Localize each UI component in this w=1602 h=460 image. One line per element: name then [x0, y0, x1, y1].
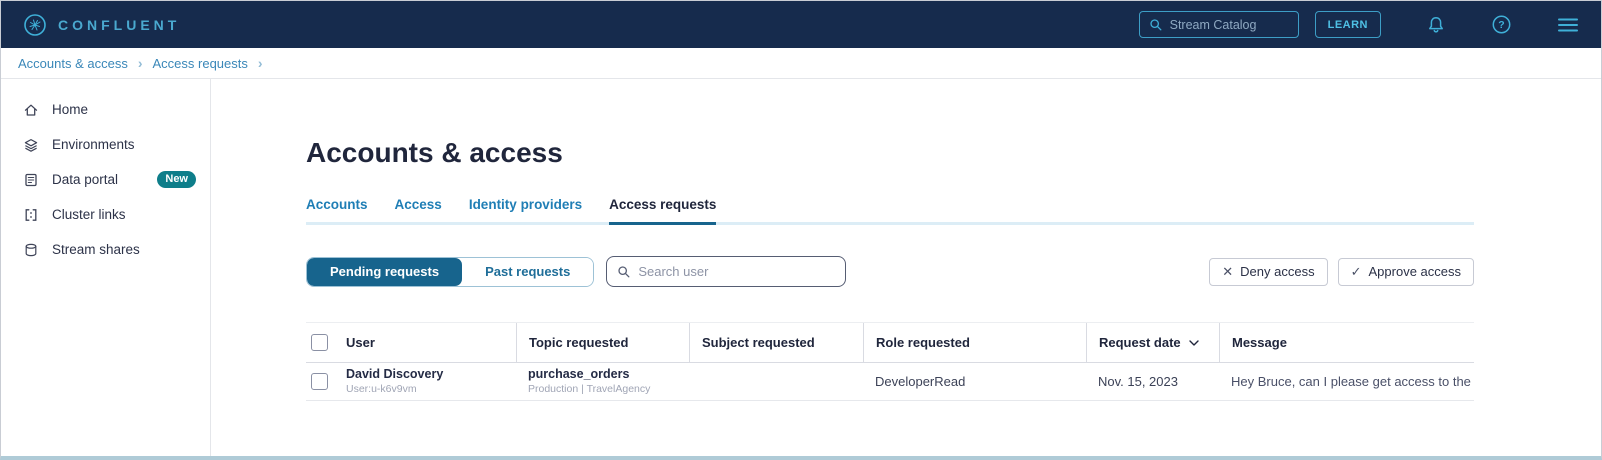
- deny-access-label: Deny access: [1240, 264, 1315, 279]
- sidebar-item-cluster-links[interactable]: Cluster links: [1, 197, 210, 232]
- past-requests-toggle[interactable]: Past requests: [462, 257, 594, 286]
- header-topic-requested: Topic requested: [516, 323, 689, 362]
- brand-name: CONFLUENT: [58, 16, 181, 33]
- breadcrumb-access-requests[interactable]: Access requests: [152, 55, 248, 71]
- sort-chevron-down-icon: [1188, 339, 1199, 346]
- cell-message: Hey Bruce, can I please get access to th…: [1231, 374, 1474, 389]
- chevron-right-icon: ›: [137, 55, 143, 71]
- check-icon: ✓: [1350, 263, 1362, 279]
- tab-accounts[interactable]: Accounts: [306, 197, 368, 212]
- approve-access-label: Approve access: [1368, 264, 1462, 279]
- deny-access-button[interactable]: ✕ Deny access: [1209, 257, 1328, 286]
- cell-role: DeveloperRead: [875, 374, 966, 389]
- top-navbar: CONFLUENT LEARN ?: [1, 1, 1601, 48]
- sidebar-item-environments[interactable]: Environments: [1, 127, 210, 162]
- search-icon: [618, 265, 630, 277]
- tab-bar: Accounts Access Identity providers Acces…: [306, 197, 1474, 225]
- requests-toggle: Pending requests Past requests: [306, 256, 595, 287]
- controls-row: Pending requests Past requests ✕ Deny ac: [306, 256, 1474, 287]
- sidebar-item-label: Data portal: [52, 172, 119, 187]
- breadcrumb: Accounts & access › Access requests ›: [1, 48, 1601, 79]
- cell-date: Nov. 15, 2023: [1098, 374, 1178, 389]
- search-icon: [1149, 18, 1162, 30]
- header-user: User: [306, 323, 516, 362]
- table-header: User Topic requested Subject requested R…: [306, 322, 1474, 363]
- new-badge: New: [157, 171, 196, 188]
- confluent-logo[interactable]: CONFLUENT: [23, 13, 180, 37]
- select-all-checkbox[interactable]: [311, 334, 328, 351]
- stream-catalog-input[interactable]: [1169, 17, 1285, 32]
- page-title: Accounts & access: [306, 137, 563, 168]
- tab-access-requests[interactable]: Access requests: [609, 197, 717, 225]
- sidebar-item-label: Environments: [52, 137, 135, 152]
- topic-name: purchase_orders: [528, 367, 630, 382]
- sidebar: Home Environments: [1, 79, 211, 456]
- cluster-links-icon: [25, 208, 37, 221]
- sidebar-item-data-portal[interactable]: Data portal New: [1, 162, 210, 197]
- user-search-box[interactable]: [606, 256, 847, 287]
- svg-text:?: ?: [1498, 19, 1504, 31]
- sidebar-item-label: Home: [52, 102, 89, 117]
- header-role-requested: Role requested: [863, 323, 1086, 362]
- stream-catalog-search[interactable]: [1138, 11, 1299, 38]
- sidebar-item-label: Cluster links: [52, 207, 126, 222]
- environments-layers-icon: [24, 138, 38, 152]
- sidebar-item-home[interactable]: Home: [1, 92, 210, 127]
- chevron-right-icon: ›: [257, 55, 263, 71]
- user-name: David Discovery: [346, 367, 444, 382]
- data-portal-document-icon: [25, 173, 37, 186]
- access-requests-table: User Topic requested Subject requested R…: [306, 322, 1474, 401]
- main-content: Accounts & access Accounts Access Identi…: [211, 79, 1601, 456]
- help-icon[interactable]: ?: [1491, 14, 1512, 35]
- topic-environment: Production | TravelAgency: [528, 382, 651, 395]
- notifications-bell-icon[interactable]: [1426, 15, 1446, 35]
- breadcrumb-accounts-access[interactable]: Accounts & access: [18, 55, 128, 71]
- user-search-input[interactable]: [638, 264, 829, 279]
- row-checkbox[interactable]: [311, 373, 328, 390]
- tab-access[interactable]: Access: [394, 197, 442, 212]
- pending-requests-toggle[interactable]: Pending requests: [307, 257, 463, 286]
- learn-button[interactable]: LEARN: [1314, 11, 1381, 38]
- home-icon: [24, 104, 38, 116]
- header-subject-requested: Subject requested: [689, 323, 863, 362]
- header-request-date[interactable]: Request date: [1086, 323, 1219, 362]
- stream-shares-cylinder-icon: [25, 243, 37, 256]
- user-id: User:u-k6v9vm: [346, 382, 417, 395]
- table-row[interactable]: David Discovery User:u-k6v9vm purchase_o…: [306, 363, 1474, 401]
- sidebar-item-stream-shares[interactable]: Stream shares: [1, 232, 210, 267]
- sidebar-item-label: Stream shares: [52, 242, 140, 257]
- tab-identity-providers[interactable]: Identity providers: [468, 197, 583, 212]
- confluent-spark-icon: [24, 13, 46, 36]
- header-message: Message: [1219, 323, 1474, 362]
- approve-access-button[interactable]: ✓ Approve access: [1337, 257, 1474, 286]
- hamburger-menu-icon[interactable]: [1557, 17, 1579, 33]
- cell-user: David Discovery User:u-k6v9vm: [306, 367, 516, 396]
- cell-topic: purchase_orders Production | TravelAgenc…: [516, 367, 689, 396]
- x-icon: ✕: [1222, 263, 1234, 279]
